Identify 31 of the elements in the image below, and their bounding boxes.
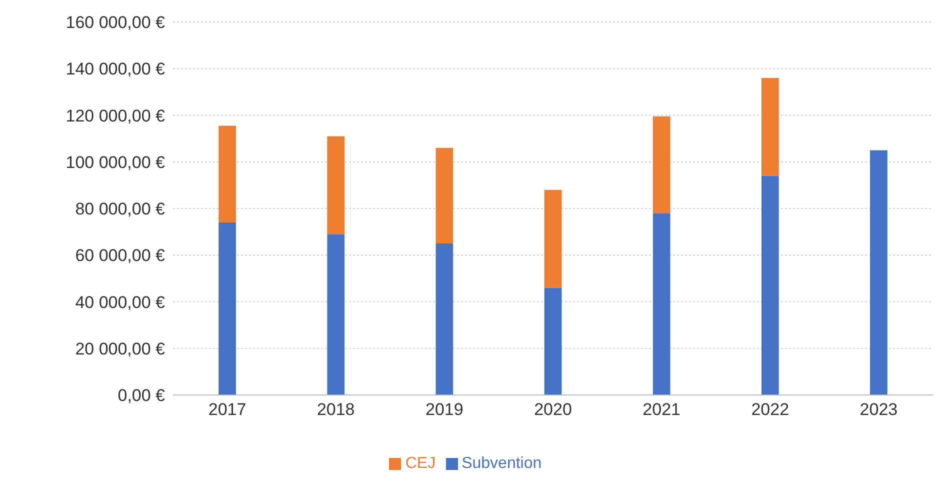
legend-label: CEJ bbox=[405, 455, 436, 472]
bar bbox=[870, 150, 888, 395]
x-tick-label: 2022 bbox=[751, 400, 790, 420]
bar bbox=[761, 176, 779, 395]
x-tick-label: 2018 bbox=[316, 400, 355, 420]
y-tick-label: 100 000,00 € bbox=[66, 152, 166, 172]
bar bbox=[652, 116, 670, 214]
x-tick-label: 2019 bbox=[426, 400, 464, 420]
bar bbox=[218, 126, 236, 222]
y-tick-label: 60 000,00 € bbox=[75, 246, 166, 266]
y-tick-label: 0,00 € bbox=[118, 386, 166, 406]
bar bbox=[327, 136, 345, 234]
x-tick-label: 2023 bbox=[860, 400, 898, 420]
y-tick-label: 20 000,00 € bbox=[75, 339, 166, 358]
legend-label: Subvention bbox=[462, 455, 542, 472]
bar bbox=[327, 234, 345, 395]
y-tick-label: 160 000,00 € bbox=[66, 13, 166, 32]
y-tick-label: 40 000,00 € bbox=[75, 292, 166, 312]
x-tick-label: 2017 bbox=[208, 400, 246, 420]
x-tick-label: 2021 bbox=[642, 400, 680, 420]
bar bbox=[544, 288, 562, 395]
bar bbox=[652, 213, 670, 395]
y-tick-label: 140 000,00 € bbox=[66, 60, 166, 79]
bar bbox=[761, 78, 779, 176]
y-tick-label: 80 000,00 € bbox=[75, 200, 166, 219]
x-tick-label: 2020 bbox=[534, 400, 572, 420]
bar bbox=[436, 243, 454, 395]
y-tick-label: 120 000,00 € bbox=[66, 106, 166, 126]
bar bbox=[218, 222, 236, 395]
bar bbox=[436, 148, 454, 244]
bar bbox=[544, 190, 562, 288]
